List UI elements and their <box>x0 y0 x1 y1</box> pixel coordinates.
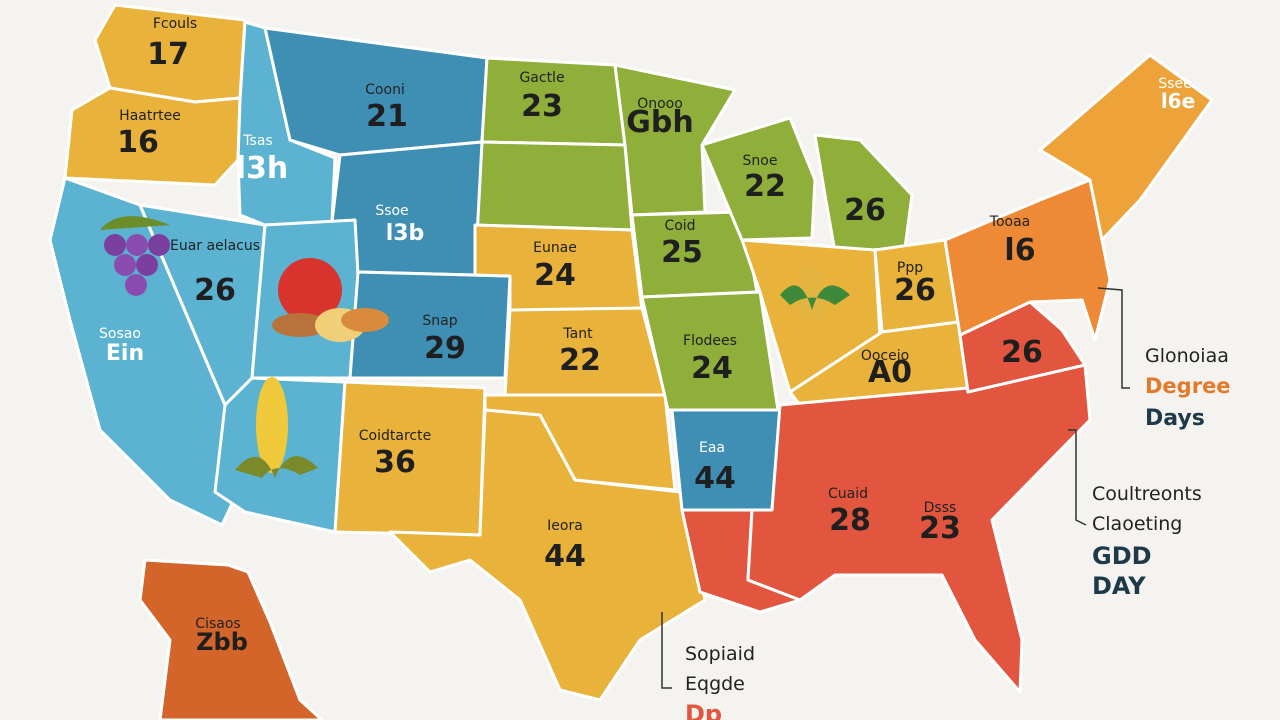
region-name: Dsss <box>924 500 957 516</box>
legend-text: Coultreonts <box>1092 483 1202 505</box>
labels: Fcouls 17 Haatrtee 16 Cooni 21 Gactle 23… <box>99 16 1195 656</box>
region <box>473 140 634 232</box>
region-value: Ein <box>106 341 144 366</box>
region-value: l3b <box>386 221 425 246</box>
legend-text: Claoeting <box>1092 513 1182 535</box>
region-name: Euar aelacus <box>170 238 260 254</box>
region-name: Eunae <box>533 240 577 256</box>
region-value: 22 <box>559 343 601 378</box>
region-value: 25 <box>661 235 703 270</box>
region-name: Ooceio <box>861 348 909 364</box>
regions <box>48 3 1214 720</box>
region-value: l3h <box>236 151 289 186</box>
legend-text: Dp <box>685 700 722 720</box>
region-name: Snap <box>422 313 457 329</box>
region <box>943 178 1112 342</box>
region <box>138 558 324 720</box>
region-value: 17 <box>147 37 189 72</box>
corn-icon <box>235 377 318 478</box>
legend-text: DAY <box>1092 572 1146 600</box>
region-name: Coidtarcte <box>359 428 431 444</box>
region-name: Tant <box>562 326 593 342</box>
region-name: Ssoe <box>375 203 408 219</box>
region-name: Ieora <box>547 518 583 534</box>
region-name: Snoe <box>743 153 778 169</box>
region-name: Tsas <box>242 133 272 149</box>
region-name: Eaa <box>699 440 725 456</box>
region-value: A0 <box>868 355 912 390</box>
region-name: Sosao <box>99 326 141 342</box>
legend-text: Glonoiaa <box>1145 345 1229 367</box>
region-name: Fcouls <box>153 16 197 32</box>
grapes-icon <box>100 216 170 296</box>
legend-text: Days <box>1145 406 1205 431</box>
region-value: 26 <box>844 193 886 228</box>
region-name: Cisaos <box>195 616 240 632</box>
legend-text: Sopiaid <box>685 643 755 665</box>
legend-text: GDD <box>1092 542 1152 570</box>
region <box>63 86 242 187</box>
region-value: 23 <box>919 511 961 546</box>
region-value: 24 <box>534 258 576 293</box>
bracket <box>1097 287 1130 389</box>
region-name: Coid <box>664 218 695 234</box>
region <box>388 408 707 702</box>
region-value: l6 <box>1004 233 1035 268</box>
region-name: Gactle <box>519 70 564 86</box>
region-value: 23 <box>521 89 563 124</box>
region-value: 16 <box>117 125 159 160</box>
legend-text: Degree <box>1145 374 1231 398</box>
region-name: Cooni <box>365 82 405 98</box>
region-name: Ppp <box>897 260 923 276</box>
region <box>746 363 1092 694</box>
region-value: Zbb <box>196 628 248 656</box>
region-name: Onooo <box>637 96 683 112</box>
region-value: 26 <box>1001 335 1043 370</box>
region-value: 44 <box>694 461 736 496</box>
legend-text: Eqgde <box>685 673 745 695</box>
region-value: 44 <box>544 539 586 574</box>
region-value: 26 <box>894 273 936 308</box>
region-name: Flodees <box>683 333 737 349</box>
bracket <box>1068 429 1087 526</box>
region <box>1038 53 1214 242</box>
region-name: Ssee <box>1158 76 1191 92</box>
region-value: Gbh <box>626 105 693 140</box>
region-value: l6e <box>1161 89 1195 113</box>
bracket <box>661 612 672 689</box>
region-name: Haatrtee <box>119 108 181 124</box>
legend: Glonoiaa Degree Days Coultreonts Claoeti… <box>661 287 1231 720</box>
region-value: 26 <box>194 273 236 308</box>
region-value: 22 <box>744 169 786 204</box>
region-value: 24 <box>691 351 733 386</box>
region-name: Tooaa <box>989 214 1030 230</box>
region-value: 28 <box>829 503 871 538</box>
apple-icon <box>272 258 389 342</box>
region <box>700 116 817 242</box>
region-value: 29 <box>424 331 466 366</box>
region-name: Cuaid <box>828 486 868 502</box>
region-value: 36 <box>374 445 416 480</box>
region-value: 21 <box>366 99 408 134</box>
corn-icon <box>780 269 850 321</box>
